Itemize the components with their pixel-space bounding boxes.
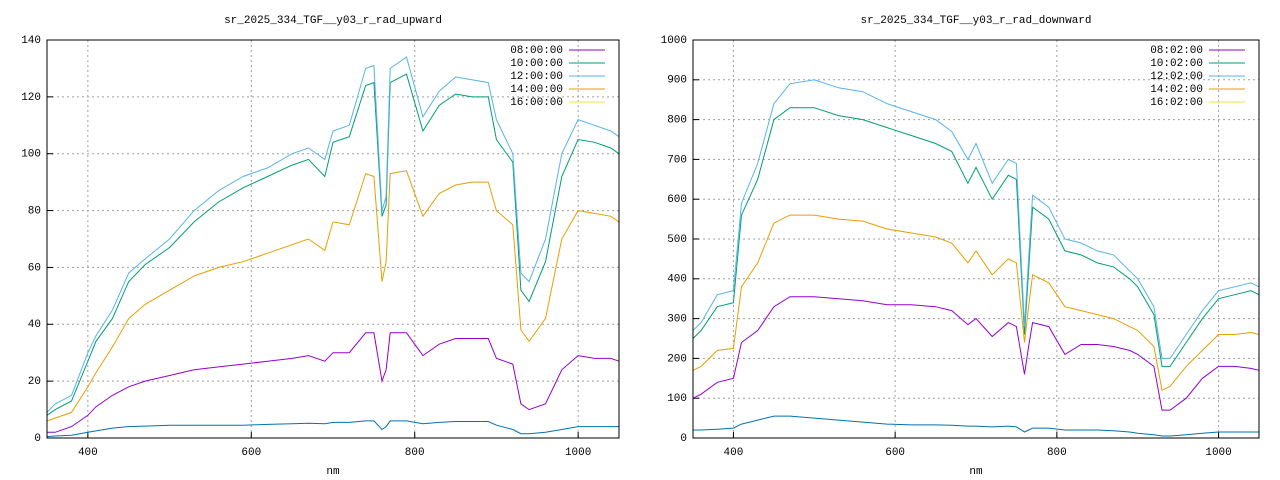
series-line [692,79,1260,359]
legend-label: 12:00:00 [510,71,563,83]
series-line [693,415,1259,437]
series-line [692,214,1260,391]
y-tick-label: 200 [667,353,687,365]
chart-title: sr_2025_334_TGF__y03_r_rad_downward [860,15,1091,27]
legend-label: 16:00:00 [510,97,563,109]
y-tick-label: 500 [667,234,687,246]
x-axis-label: nm [326,466,340,478]
legend-label: 10:00:00 [510,58,563,70]
legend-label: 14:02:00 [1150,84,1203,96]
series-line [692,107,1260,367]
y-tick-label: 1000 [661,35,687,47]
x-tick-label: 800 [405,447,425,459]
y-tick-label: 100 [667,393,687,405]
y-tick-label: 20 [28,376,41,388]
legend-label: 08:00:00 [510,45,563,57]
series-line [46,170,620,422]
series-line [692,296,1260,411]
y-tick-label: 0 [680,433,687,445]
legend-label: 16:02:00 [1150,97,1203,109]
y-tick-label: 300 [667,314,687,326]
x-tick-label: 600 [885,447,905,459]
y-tick-label: 140 [21,35,41,47]
y-tick-label: 100 [21,149,41,161]
y-tick-label: 60 [28,262,41,274]
legend-label: 08:02:00 [1150,45,1203,57]
y-tick-label: 0 [34,433,41,445]
x-tick-label: 400 [78,447,98,459]
legend-label: 10:02:00 [1150,58,1203,70]
y-tick-label: 80 [28,205,41,217]
y-tick-label: 900 [667,75,687,87]
series-line [47,332,620,433]
series-line [46,73,620,416]
y-tick-label: 600 [667,194,687,206]
plot-border [46,39,620,439]
x-tick-label: 400 [724,447,744,459]
chart-title: sr_2025_334_TGF__y03_r_rad_upward [224,15,442,27]
legend-label: 14:00:00 [510,84,563,96]
y-tick-label: 700 [667,154,687,166]
x-tick-label: 1000 [565,447,591,459]
x-tick-label: 800 [1047,447,1067,459]
series-line [46,56,620,413]
y-tick-label: 120 [21,92,41,104]
x-tick-label: 600 [241,447,261,459]
series-line [46,420,619,438]
legend-label: 12:02:00 [1150,71,1203,83]
plot-border [692,39,1260,439]
y-tick-label: 800 [667,115,687,127]
x-axis-label: nm [969,466,983,478]
x-tick-label: 1000 [1205,447,1231,459]
y-tick-label: 400 [667,274,687,286]
y-tick-label: 40 [28,319,41,331]
